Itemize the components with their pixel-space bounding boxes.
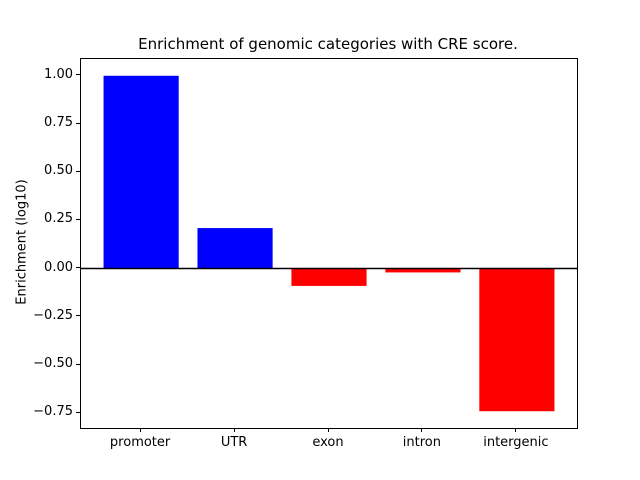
bar-intergenic: [479, 268, 555, 412]
y-tick-mark: [76, 315, 80, 317]
x-tick-mark: [421, 428, 423, 432]
y-tick-label: −0.75: [33, 404, 73, 420]
bar-promoter: [103, 75, 179, 269]
y-tick-label: −0.25: [33, 307, 73, 323]
y-tick-mark: [76, 170, 80, 172]
chart-title: Enrichment of genomic categories with CR…: [138, 35, 518, 53]
y-tick-mark: [76, 122, 80, 124]
x-tick-mark: [327, 428, 329, 432]
bar-exon: [291, 268, 367, 286]
y-tick-label: 0.50: [44, 163, 73, 179]
y-tick-label: 0.00: [44, 259, 73, 275]
x-tick-label-UTR: UTR: [220, 435, 248, 450]
x-tick-mark: [515, 428, 517, 432]
y-tick-label: 0.25: [44, 211, 73, 227]
y-tick-label: −0.50: [33, 356, 73, 371]
y-tick-mark: [76, 267, 80, 269]
x-tick-mark: [139, 428, 141, 432]
x-tick-label-exon: exon: [312, 435, 344, 450]
y-tick-label: 0.75: [44, 115, 73, 130]
bar-intron: [385, 268, 461, 273]
y-tick-label: 1.00: [44, 66, 73, 82]
x-tick-label-promoter: promoter: [109, 435, 171, 450]
x-tick-label-intron: intron: [402, 435, 441, 450]
y-tick-mark: [76, 411, 80, 413]
y-tick-mark: [76, 218, 80, 220]
y-axis-label: Enrichment (log10): [14, 179, 30, 305]
plot-area: [80, 58, 578, 429]
bar-UTR: [197, 228, 273, 269]
y-tick-mark: [76, 363, 80, 365]
x-tick-label-intergenic: intergenic: [483, 435, 549, 450]
x-tick-mark: [233, 428, 235, 432]
bar-chart: [81, 75, 577, 412]
y-tick-mark: [76, 74, 80, 76]
